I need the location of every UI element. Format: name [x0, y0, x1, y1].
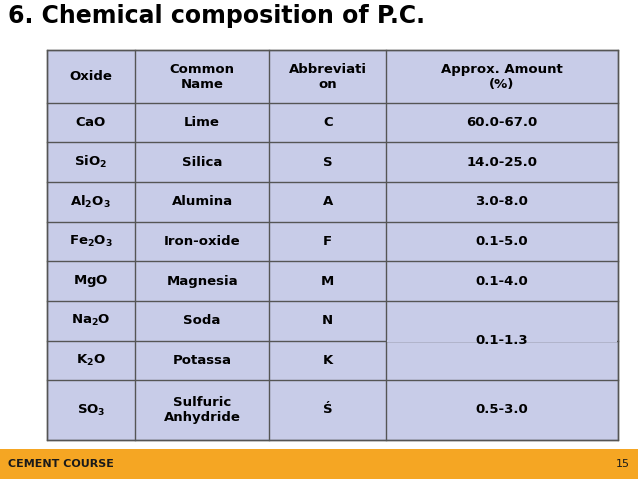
Text: S: S [323, 156, 332, 169]
Text: 3.0-8.0: 3.0-8.0 [475, 195, 528, 208]
Text: 0.1-4.0: 0.1-4.0 [475, 274, 528, 288]
Bar [387, 340, 617, 342]
Text: Silica: Silica [182, 156, 223, 169]
Text: Common
Name: Common Name [170, 63, 235, 91]
Text: 0.1-5.0: 0.1-5.0 [476, 235, 528, 248]
Text: 60.0-67.0: 60.0-67.0 [466, 116, 538, 129]
Text: CEMENT COURSE: CEMENT COURSE [8, 459, 114, 469]
Text: K: K [323, 354, 333, 367]
Bar [0, 449, 638, 479]
Text: $\mathregular{Al_{2}O_{3}}$: $\mathregular{Al_{2}O_{3}}$ [70, 194, 111, 210]
Text: N: N [322, 314, 334, 327]
Text: Potassa: Potassa [173, 354, 232, 367]
Text: 15: 15 [616, 459, 630, 469]
Text: Lime: Lime [184, 116, 220, 129]
Text: 0.5-3.0: 0.5-3.0 [475, 403, 528, 417]
Text: $\mathregular{K_{2}O}$: $\mathregular{K_{2}O}$ [76, 353, 106, 368]
Text: Ś: Ś [323, 403, 332, 417]
Text: 14.0-25.0: 14.0-25.0 [466, 156, 537, 169]
Text: A: A [323, 195, 333, 208]
Text: C: C [323, 116, 332, 129]
Text: $\mathregular{Na_{2}O}$: $\mathregular{Na_{2}O}$ [71, 313, 110, 329]
Text: $\mathregular{SO_{3}}$: $\mathregular{SO_{3}}$ [77, 402, 105, 418]
Text: Approx. Amount
(%): Approx. Amount (%) [441, 63, 563, 91]
Text: M: M [321, 274, 334, 288]
Text: Soda: Soda [184, 314, 221, 327]
Text: $\mathregular{MgO}$: $\mathregular{MgO}$ [73, 273, 108, 289]
Text: 6. Chemical composition of P.C.: 6. Chemical composition of P.C. [8, 4, 425, 28]
Text: Abbreviati
on: Abbreviati on [289, 63, 367, 91]
Text: Sulfuric
Anhydride: Sulfuric Anhydride [164, 396, 241, 424]
Text: 0.1-1.3: 0.1-1.3 [476, 334, 528, 347]
Text: Alumina: Alumina [172, 195, 233, 208]
Text: Oxide: Oxide [70, 70, 112, 83]
Text: $\mathregular{SiO_{2}}$: $\mathregular{SiO_{2}}$ [74, 154, 107, 171]
Text: Iron-oxide: Iron-oxide [164, 235, 241, 248]
Text: $\mathregular{CaO}$: $\mathregular{CaO}$ [75, 116, 107, 129]
Text: $\mathregular{Fe_{2}O_{3}}$: $\mathregular{Fe_{2}O_{3}}$ [69, 234, 113, 249]
Text: Magnesia: Magnesia [167, 274, 238, 288]
Bar [47, 50, 618, 440]
Text: F: F [323, 235, 332, 248]
